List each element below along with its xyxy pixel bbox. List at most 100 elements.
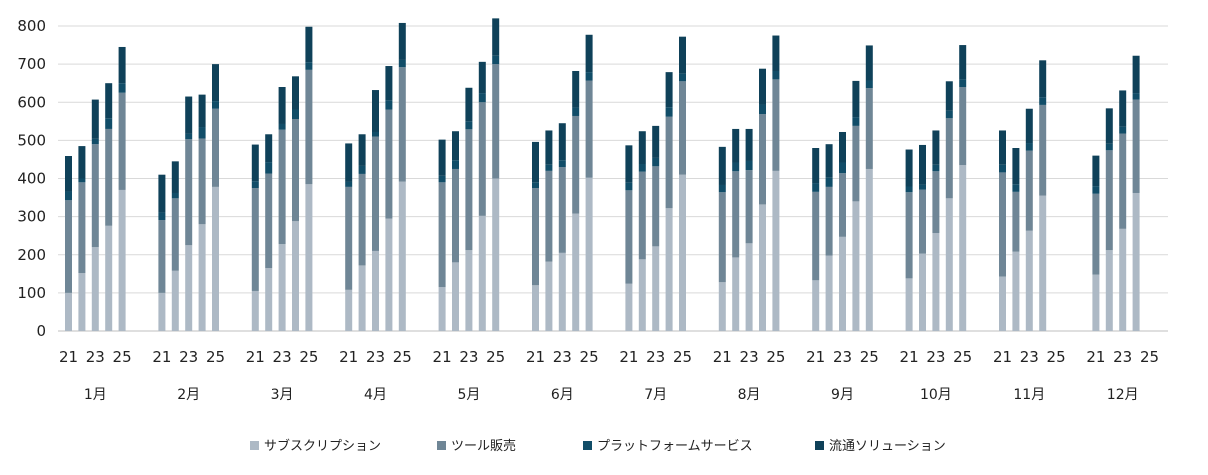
- bar-segment: [91, 138, 99, 145]
- bar-segment: [545, 170, 553, 262]
- month-label: 11月: [1013, 387, 1045, 403]
- bar-segment: [932, 171, 940, 234]
- bar-segment: [372, 90, 379, 132]
- bar-segment: [959, 45, 967, 80]
- bar-segment: [945, 81, 953, 111]
- bar-segment: [185, 96, 193, 134]
- bar-segment: [745, 160, 753, 171]
- bar-segment: [825, 255, 833, 331]
- bar-segment: [65, 191, 72, 201]
- bar-segment: [1025, 143, 1033, 151]
- bar-segment: [1119, 133, 1127, 229]
- bar-segment: [718, 146, 726, 185]
- legend-swatch: [815, 441, 824, 450]
- bar-segment: [1039, 195, 1047, 331]
- bar-segment: [625, 145, 633, 183]
- month-label: 3月: [271, 387, 294, 403]
- bar-segment: [1105, 143, 1113, 151]
- x-tick-label: 21: [152, 348, 171, 366]
- bar-segment: [438, 287, 446, 331]
- x-tick-label: 21: [713, 348, 732, 366]
- bar-segment: [772, 35, 780, 71]
- bar-segment: [905, 149, 913, 187]
- bar-segment: [1132, 192, 1140, 331]
- bar-segment: [1012, 191, 1020, 252]
- y-tick-label: 600: [17, 93, 46, 111]
- bar-segment: [105, 128, 113, 226]
- bar-segment: [652, 157, 660, 167]
- bar-segment: [465, 250, 473, 331]
- x-tick-label: 25: [580, 348, 599, 366]
- bar-segment: [91, 144, 99, 248]
- x-tick-label: 25: [1140, 348, 1159, 366]
- bar-segment: [158, 212, 166, 221]
- month-label: 12月: [1107, 387, 1139, 403]
- legend-swatch: [250, 441, 259, 450]
- bar-segment: [665, 208, 673, 331]
- bar-segment: [919, 189, 926, 254]
- bar-segment: [438, 182, 446, 288]
- bar-segment: [212, 64, 219, 102]
- bar-segment: [1132, 93, 1140, 100]
- month-label: 9月: [831, 387, 854, 403]
- bar-segment: [812, 183, 820, 192]
- bar-segment: [919, 253, 926, 331]
- bar-segment: [78, 182, 86, 274]
- bar-segment: [652, 166, 660, 247]
- bar-segment: [372, 136, 379, 251]
- bar-segment: [585, 34, 593, 73]
- x-tick-label: 25: [673, 348, 692, 366]
- x-tick-label: 25: [486, 348, 505, 366]
- month-label: 1月: [84, 387, 107, 403]
- bar-segment: [638, 259, 646, 331]
- bar-segment: [572, 213, 580, 331]
- bar-segment: [1092, 193, 1100, 275]
- bar-segment: [452, 262, 459, 331]
- bar-segment: [198, 138, 206, 225]
- bar-segment: [198, 224, 206, 331]
- bar-segment: [732, 171, 740, 258]
- x-tick-label: 25: [1047, 348, 1066, 366]
- x-tick-label: 25: [766, 348, 785, 366]
- bar-segment: [532, 285, 539, 331]
- month-label: 4月: [364, 387, 387, 403]
- bar-segment: [959, 165, 967, 331]
- bar-segment: [78, 273, 86, 331]
- bar-segment: [1039, 104, 1047, 196]
- bar-segment: [105, 225, 113, 331]
- bar-segment: [839, 173, 846, 237]
- bar-segment: [1012, 251, 1020, 331]
- bar-segment: [865, 88, 873, 169]
- x-tick-label: 21: [339, 348, 358, 366]
- y-tick-label: 100: [17, 284, 46, 302]
- bar-segment: [652, 246, 660, 331]
- bar-segment: [438, 139, 446, 176]
- bar-segment: [278, 87, 286, 124]
- bar-segment: [839, 162, 846, 174]
- x-tick-label: 21: [993, 348, 1012, 366]
- bar-segment: [212, 186, 219, 331]
- x-tick-label: 21: [59, 348, 78, 366]
- bar-segment: [919, 144, 926, 185]
- bar-segment: [1025, 108, 1033, 144]
- bar-segment: [852, 201, 860, 331]
- bar-segment: [905, 278, 913, 331]
- bar-segment: [1132, 99, 1140, 193]
- bar-segment: [718, 282, 726, 331]
- x-axis: 21 23 25 1月 21 23 25 2月 21 23 25 3月 21 23 25 4月 21 23 25 5月…: [59, 348, 1159, 403]
- x-tick-label: 25: [393, 348, 412, 366]
- bar-segment: [118, 83, 126, 93]
- bar-segment: [345, 143, 353, 182]
- bar-segment: [945, 110, 953, 119]
- bar-segment: [305, 26, 313, 63]
- bar-segment: [759, 104, 766, 115]
- bar-segment: [452, 131, 459, 161]
- x-tick-label: 21: [1086, 348, 1105, 366]
- bar-segment: [105, 83, 113, 119]
- bar-segment: [652, 125, 660, 158]
- x-tick-label: 23: [833, 348, 852, 366]
- bar-segment: [198, 94, 206, 128]
- bar-segment: [1012, 148, 1020, 185]
- bar-segment: [265, 268, 273, 331]
